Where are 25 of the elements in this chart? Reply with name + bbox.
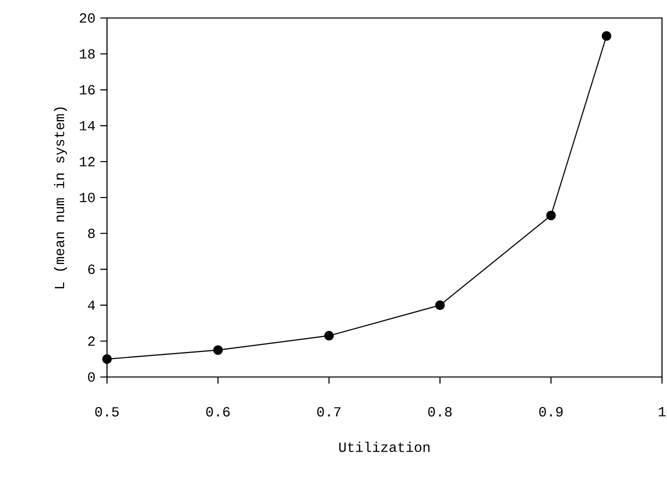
y-tick-label: 18 <box>80 49 95 59</box>
point <box>435 300 445 310</box>
x-tick-label: 0.5 <box>95 407 119 417</box>
x-tick-label: 0.6 <box>206 407 230 417</box>
x-tick-label: 0.7 <box>317 407 340 417</box>
x-tick-label: 0.8 <box>428 407 452 417</box>
y-tick-label: 2 <box>88 336 95 346</box>
x-tick-label: 1 <box>658 407 666 416</box>
point <box>213 345 223 355</box>
y-tick-label: 4 <box>88 300 95 310</box>
y-tick-label: 0 <box>88 372 95 382</box>
point <box>602 31 612 41</box>
y-tick-label: 16 <box>80 85 95 95</box>
y-tick-label: 10 <box>80 192 95 202</box>
x-tick-label: 0.9 <box>539 407 563 417</box>
y-tick-label: 6 <box>88 264 95 274</box>
point <box>324 330 334 341</box>
y-tick-label: 20 <box>80 13 95 23</box>
x-axis-title: Utilization <box>339 442 430 452</box>
y-tick-label: 8 <box>88 228 95 238</box>
point <box>102 354 112 364</box>
y-tick-label: 12 <box>80 156 95 166</box>
y-axis-title: L (mean num in system) <box>54 107 68 288</box>
y-tick-label: 14 <box>80 121 95 130</box>
point <box>546 210 556 220</box>
